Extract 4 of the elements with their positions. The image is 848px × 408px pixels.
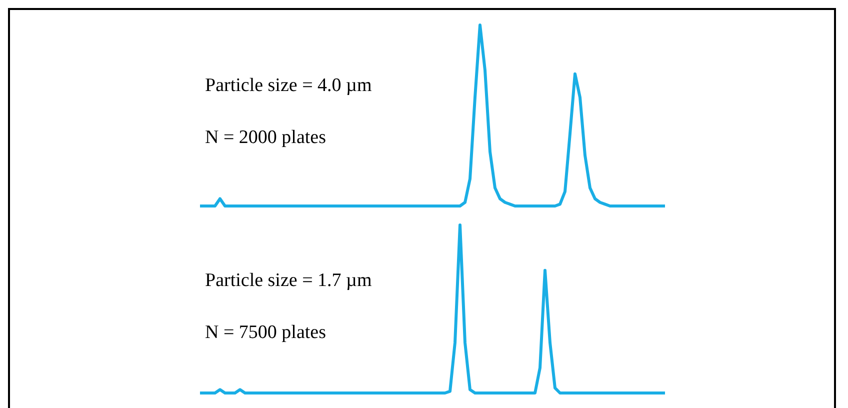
annotation: N = 2000 plates xyxy=(205,127,326,149)
annotation: Particle size = 1.7 µm xyxy=(205,270,372,292)
annotation: Particle size = 4.0 µm xyxy=(205,75,372,97)
annotation: N = 7500 plates xyxy=(205,322,326,344)
